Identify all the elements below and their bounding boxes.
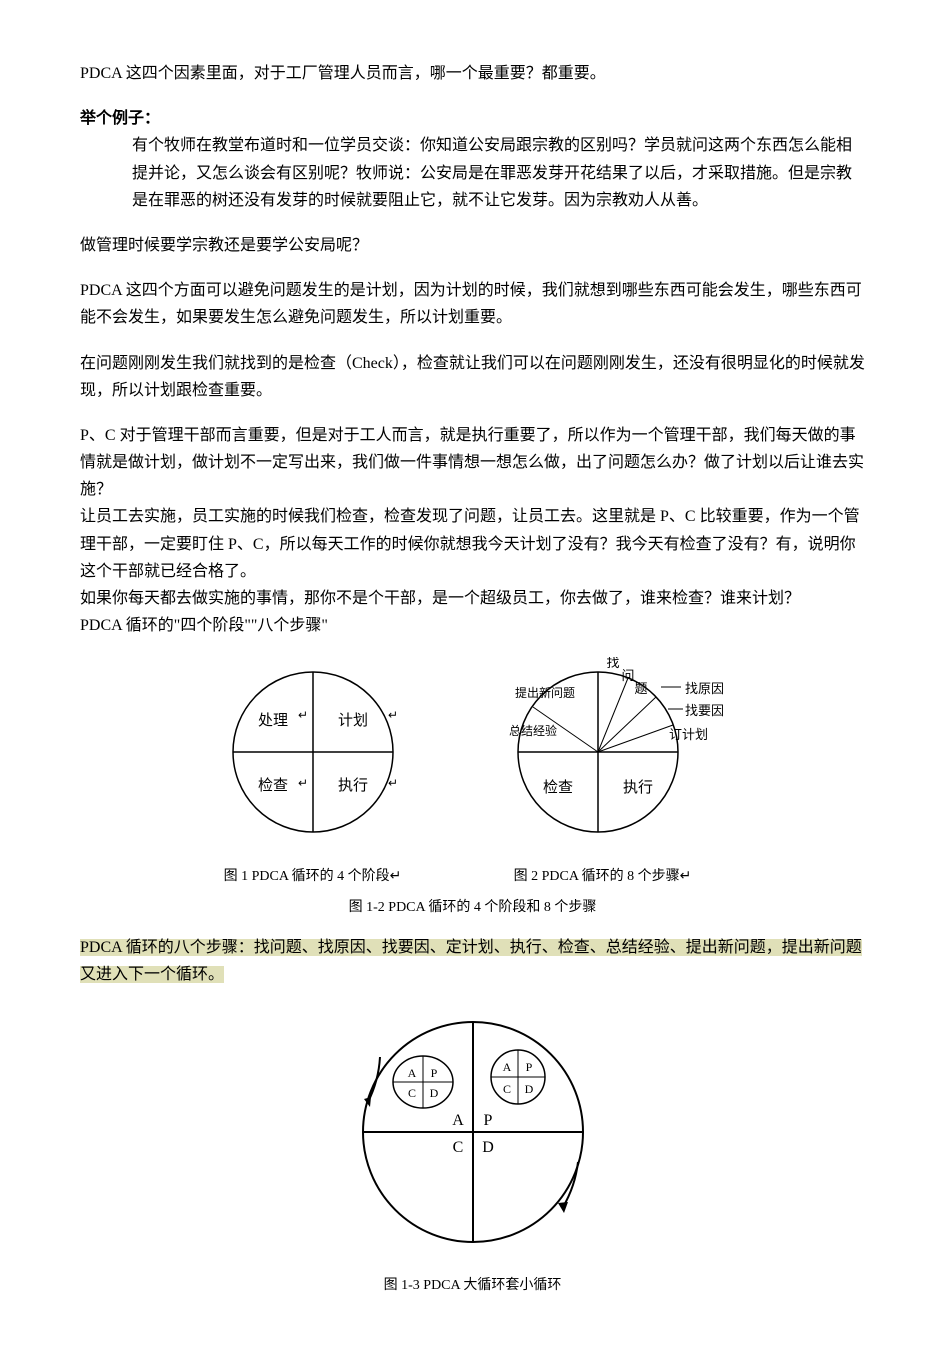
- figure-1-col: 处理 计划 检查 执行 ↵ ↵ ↵ ↵ 图 1 PDCA 循环的 4 个阶段↵: [213, 657, 413, 888]
- fig1-bl: 检查: [257, 777, 287, 794]
- fig3-sR-bl: C: [502, 1082, 510, 1096]
- fig1-cap-text: 图 1 PDCA 循环的 4 个阶段: [224, 869, 390, 884]
- example-heading: 举个例子：: [80, 105, 865, 132]
- para-pc-2: 让员工去实施，员工实施的时候我们检查，检查发现了问题，让员工去。这里就是 P、C…: [80, 508, 860, 579]
- para-pc-3: 如果你每天都去做实施的事情，那你不是个干部，是一个超级员工，你去做了，谁来检查？…: [80, 590, 800, 607]
- fig1-tr: 计划: [337, 712, 367, 729]
- figure-1-2-main-caption: 图 1-2 PDCA 循环的 4 个阶段和 8 个步骤: [80, 896, 865, 920]
- intro-para: PDCA 这四个因素里面，对于工厂管理人员而言，哪一个最重要？都重要。: [80, 60, 865, 87]
- fig2-br: 执行: [622, 779, 652, 796]
- fig2-cap-text: 图 2 PDCA 循环的 8 个步骤: [514, 869, 680, 884]
- fig3-sL-tr: P: [430, 1066, 437, 1080]
- fig3-big-tr: P: [483, 1112, 492, 1129]
- fig2-r2: 找要因: [685, 703, 724, 718]
- figure-1-caption: 图 1 PDCA 循环的 4 个阶段↵: [213, 865, 413, 889]
- fig1-marker1: ↵: [388, 708, 398, 722]
- fig3-sL-bl: C: [407, 1086, 415, 1100]
- example-body: 有个牧师在教堂布道时和一位学员交谈：你知道公安局跟宗教的区别吗？学员就问这两个东…: [80, 132, 865, 214]
- fig2-r3: 订计划: [669, 727, 708, 742]
- fig1-marker3: ↵: [298, 708, 308, 722]
- figure-2-caption: 图 2 PDCA 循环的 8 个步骤↵: [473, 865, 733, 889]
- fig3-big-br: D: [482, 1139, 494, 1156]
- fig3-sL-tl: A: [407, 1066, 416, 1080]
- figure-2-col: 找 问 题 找原因 找要因 订计划 提出新问题 总结经验 检查 执行 图 2 P…: [473, 657, 733, 888]
- fig2-r1: 找原因: [685, 681, 724, 696]
- figure-3-caption: 图 1-3 PDCA 大循环套小循环: [80, 1274, 865, 1298]
- fig1-marker2: ↵: [388, 776, 398, 790]
- fig2-top3: 题: [634, 681, 647, 696]
- fig2-ml: 总结经验: [508, 723, 556, 738]
- figure-3-wrap: A P C D A P C D A P C D 图 1-3 PDCA 大循环套小…: [80, 1007, 865, 1298]
- fig3-sR-tr: P: [525, 1060, 532, 1074]
- para-q: 做管理时候要学宗教还是要学公安局呢？: [80, 232, 865, 259]
- fig1-cap-marker: ↵: [390, 869, 402, 884]
- para-check: 在问题刚刚发生我们就找到的是检查（Check），检查就让我们可以在问题刚刚发生，…: [80, 350, 865, 404]
- para-stages-heading: PDCA 循环的"四个阶段""八个步骤": [80, 617, 328, 634]
- highlight-text: PDCA 循环的八个步骤：找问题、找原因、找要因、定计划、执行、检查、总结经验、…: [80, 939, 862, 983]
- para-pc-block: P、C 对于管理干部而言重要，但是对于工人而言，就是执行重要了，所以作为一个管理…: [80, 422, 865, 640]
- figure-2-svg: 找 问 题 找原因 找要因 订计划 提出新问题 总结经验 检查 执行: [473, 657, 733, 847]
- figure-1-svg: 处理 计划 检查 执行 ↵ ↵ ↵ ↵: [213, 657, 413, 847]
- fig3-big-tl: A: [452, 1112, 464, 1129]
- fig2-top1: 找: [606, 657, 619, 670]
- highlight-para: PDCA 循环的八个步骤：找问题、找原因、找要因、定计划、执行、检查、总结经验、…: [80, 934, 865, 988]
- fig1-marker4: ↵: [298, 776, 308, 790]
- para-pc-1: P、C 对于管理干部而言重要，但是对于工人而言，就是执行重要了，所以作为一个管理…: [80, 427, 864, 498]
- fig2-bl: 检查: [542, 779, 572, 796]
- fig2-top2: 问: [621, 668, 634, 683]
- fig3-sR-br: D: [524, 1082, 533, 1096]
- figure-3-svg: A P C D A P C D A P C D: [308, 1007, 638, 1257]
- fig3-sR-tl: A: [502, 1060, 511, 1074]
- figure-row-1: 处理 计划 检查 执行 ↵ ↵ ↵ ↵ 图 1 PDCA 循环的 4 个阶段↵: [80, 657, 865, 888]
- fig2-cap-marker: ↵: [680, 869, 692, 884]
- para-plan: PDCA 这四个方面可以避免问题发生的是计划，因为计划的时候，我们就想到哪些东西…: [80, 277, 865, 331]
- fig1-tl: 处理: [257, 712, 287, 729]
- fig2-tl: 提出新问题: [514, 685, 574, 700]
- fig3-sL-br: D: [429, 1086, 438, 1100]
- fig3-big-bl: C: [452, 1139, 463, 1156]
- fig1-br: 执行: [337, 777, 367, 794]
